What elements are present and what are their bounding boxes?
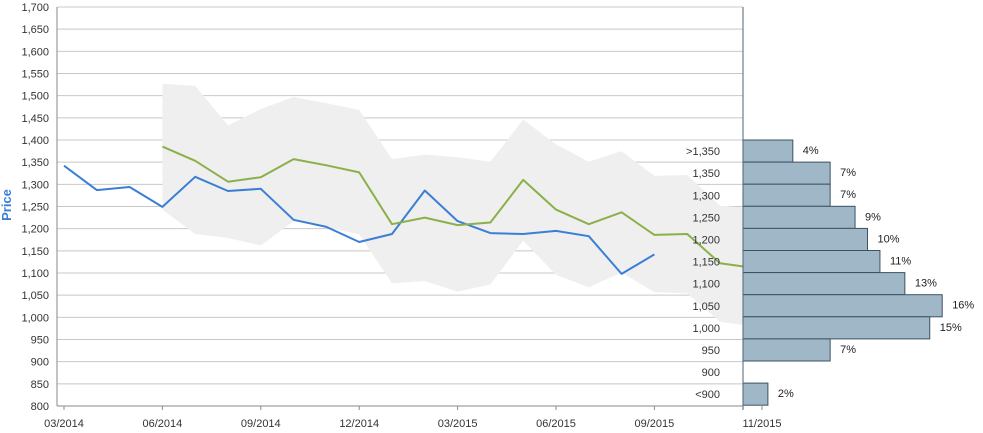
distribution-bar bbox=[742, 294, 943, 318]
distribution-percent-label: 7% bbox=[840, 189, 856, 201]
distribution-percent-label: 7% bbox=[840, 167, 856, 179]
distribution-bin-label: 1,050 bbox=[692, 301, 720, 313]
y-tick-label: 1,550 bbox=[21, 69, 49, 81]
x-tick-label: 12/2014 bbox=[339, 418, 379, 430]
x-tick-label: 06/2014 bbox=[143, 418, 183, 430]
price-line bbox=[63, 164, 655, 275]
distribution-percent-label: 13% bbox=[915, 278, 937, 290]
distribution-bin-label: 900 bbox=[702, 367, 720, 379]
distribution-bin-label: 1,150 bbox=[692, 257, 720, 269]
distribution-bar bbox=[742, 272, 906, 296]
y-tick-label: 1,700 bbox=[21, 2, 49, 14]
forecast-line bbox=[162, 145, 753, 269]
y-axis-label: Price bbox=[0, 189, 14, 221]
distribution-bin-label: 1,250 bbox=[692, 212, 720, 224]
x-tick-label: 09/2014 bbox=[241, 418, 281, 430]
axis-layer: 800 850 900 950 1,000 1,050 1,100 1,150 1,200 1,2… bbox=[21, 2, 781, 430]
x-tick-label: 11/2015 bbox=[743, 418, 782, 430]
distribution-bar bbox=[742, 316, 931, 340]
distribution-percent-label: 9% bbox=[865, 211, 881, 223]
x-tick-label: 03/2014 bbox=[44, 418, 84, 430]
y-tick-label: 1,350 bbox=[21, 157, 49, 169]
y-tick-label: 1,150 bbox=[21, 246, 49, 258]
distribution-bar bbox=[742, 227, 868, 251]
distribution-percent-label: 11% bbox=[890, 256, 911, 268]
y-tick-label: 950 bbox=[31, 335, 49, 347]
y-tick-label: 1,250 bbox=[21, 202, 49, 214]
distribution-bin-label: 1,300 bbox=[692, 190, 720, 202]
y-tick-label: 1,600 bbox=[21, 46, 49, 58]
y-tick-label: 1,450 bbox=[21, 113, 49, 125]
distribution-bin-label: <900 bbox=[695, 389, 720, 401]
distribution-bin-label: 1,200 bbox=[692, 234, 720, 246]
y-tick-label: 850 bbox=[31, 379, 49, 391]
distribution-bar bbox=[742, 338, 831, 362]
y-tick-label: 1,050 bbox=[21, 290, 49, 302]
series-layer bbox=[63, 145, 753, 275]
y-tick-label: 900 bbox=[31, 357, 49, 369]
distribution-layer: >1,350 4% 1,350 7% 1,300 7% 1,250 9% 1,200 10% 1,1… bbox=[686, 139, 974, 406]
y-tick-label: 1,650 bbox=[21, 24, 49, 36]
y-tick-label: 1,500 bbox=[21, 91, 49, 103]
y-tick-label: 1,300 bbox=[21, 179, 49, 191]
y-tick-label: 800 bbox=[31, 401, 49, 413]
band-layer bbox=[162, 83, 753, 327]
distribution-bar bbox=[742, 205, 856, 229]
distribution-bar bbox=[742, 382, 769, 406]
distribution-bin-label: 1,100 bbox=[692, 279, 720, 291]
x-tick-label: 06/2015 bbox=[536, 418, 576, 430]
x-tick-label: 03/2015 bbox=[438, 418, 478, 430]
distribution-bin-label: 1,000 bbox=[692, 323, 720, 335]
y-tick-label: 1,000 bbox=[21, 312, 49, 324]
distribution-bin-label: 950 bbox=[702, 345, 720, 357]
distribution-bin-label: >1,350 bbox=[686, 146, 720, 158]
distribution-bar bbox=[742, 250, 881, 274]
distribution-percent-label: 7% bbox=[840, 344, 856, 356]
x-tick-label: 09/2015 bbox=[635, 418, 675, 430]
distribution-bar bbox=[742, 161, 831, 185]
distribution-bin-label: 1,350 bbox=[692, 168, 720, 180]
distribution-bar bbox=[742, 139, 794, 163]
distribution-percent-label: 10% bbox=[878, 233, 900, 245]
y-tick-label: 1,100 bbox=[21, 268, 49, 280]
distribution-percent-label: 15% bbox=[940, 322, 962, 334]
distribution-percent-label: 2% bbox=[778, 388, 794, 400]
distribution-percent-label: 16% bbox=[952, 300, 974, 312]
forecast-range-band bbox=[162, 83, 753, 327]
y-tick-label: 1,200 bbox=[21, 224, 49, 236]
distribution-percent-label: 4% bbox=[803, 145, 819, 157]
distribution-bar bbox=[742, 183, 831, 207]
y-tick-label: 1,400 bbox=[21, 135, 49, 147]
